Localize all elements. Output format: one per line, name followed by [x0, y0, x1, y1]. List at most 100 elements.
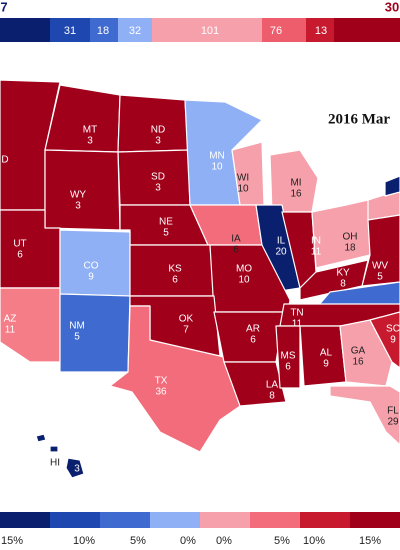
state-abbr: CO [84, 261, 99, 272]
state-votes: 11 [311, 247, 322, 258]
state-abbr: SD [151, 172, 165, 183]
state-votes: 11 [5, 325, 16, 336]
bar-segment [50, 18, 90, 42]
state-abbr: UT [13, 239, 26, 250]
bar-segment [262, 18, 306, 42]
state-votes: 3 [75, 201, 81, 212]
state-abbr: IL [277, 236, 286, 247]
state-votes: 3 [87, 136, 93, 147]
state-shape [255, 204, 301, 293]
legend-label: 0% [180, 535, 196, 547]
state-shape [117, 94, 189, 153]
state-shape [361, 214, 400, 287]
state-shape [223, 361, 287, 407]
bar-count: 101 [201, 25, 219, 37]
legend-swatch [300, 512, 350, 528]
state-shape [35, 433, 47, 443]
map-title: 2016 Mar [328, 111, 390, 127]
legend-swatch [250, 512, 300, 528]
state-votes: 29 [387, 417, 399, 428]
legend-swatch [200, 512, 250, 528]
state-abbr: AZ [4, 314, 17, 325]
bar-count: 30 [385, 0, 399, 14]
state-abbr: MS [281, 351, 296, 362]
state-shape [369, 311, 400, 369]
bar-count: 13 [315, 25, 327, 37]
state-votes: 6 [17, 250, 23, 261]
states [0, 79, 400, 479]
state-abbr: MO [236, 264, 252, 275]
bar-count: 76 [270, 25, 282, 37]
state-shape [65, 457, 85, 479]
legend-label: 10% [73, 535, 95, 547]
bar-segment [90, 18, 118, 42]
state-abbr: IA [231, 234, 241, 245]
state-shape [339, 319, 393, 387]
state-abbr: OK [179, 314, 194, 325]
state-shape [269, 149, 319, 213]
state-shape [275, 325, 301, 389]
state-votes: 3 [74, 464, 80, 475]
bar-segment [152, 18, 262, 42]
state-abbr: LA [266, 380, 279, 391]
legend-label: 5% [274, 535, 290, 547]
state-shape [384, 175, 400, 197]
state-votes: 10 [238, 275, 250, 286]
state-votes: 36 [155, 387, 167, 398]
state-votes: 3 [155, 183, 161, 194]
state-votes: 16 [352, 357, 364, 368]
state-shape [59, 293, 131, 373]
state-votes: 7 [183, 325, 189, 336]
state-abbr: AL [320, 348, 333, 359]
state-abbr: NM [69, 321, 85, 332]
state-votes: 11 [292, 319, 303, 330]
bar-segment [334, 18, 400, 42]
state-abbr: KY [336, 268, 350, 279]
state-abbr: WY [70, 190, 86, 201]
state-shape [213, 311, 285, 363]
legend-label: 5% [130, 535, 146, 547]
state-votes: 18 [344, 243, 356, 254]
legend-swatch [50, 512, 100, 528]
state-votes: 8 [269, 391, 275, 402]
bar-count: 31 [64, 25, 76, 37]
bar-segment [0, 18, 50, 42]
legend-swatch [150, 512, 200, 528]
bar-segment [118, 18, 152, 42]
legend-swatch [350, 512, 400, 528]
state-abbr: MN [209, 151, 225, 162]
bar-segment [306, 18, 334, 42]
state-votes: 8 [340, 279, 346, 290]
state-votes: 9 [390, 335, 396, 346]
bar-count: 18 [97, 25, 109, 37]
state-shape [299, 259, 369, 301]
state-votes: 3 [155, 136, 161, 147]
state-votes: 9 [88, 272, 94, 283]
state-shape [0, 287, 61, 363]
state-votes: 6 [285, 362, 291, 373]
state-shape [311, 199, 371, 269]
bar-count: 7 [0, 0, 7, 14]
state-votes: 16 [290, 189, 302, 200]
state-abbr: ND [151, 125, 165, 136]
state-votes: 10 [211, 162, 223, 173]
state-abbr: AR [246, 324, 260, 335]
legend-label: 15% [1, 535, 23, 547]
state-abbr: MI [290, 178, 301, 189]
state-votes: 6 [233, 245, 239, 256]
state-abbr: D [1, 155, 8, 166]
state-shape [0, 209, 61, 289]
state-abbr: TN [290, 308, 303, 319]
state-votes: 5 [377, 272, 383, 283]
state-votes: 10 [237, 184, 249, 195]
state-abbr: GA [351, 346, 366, 357]
state-abbr: NE [159, 217, 173, 228]
legend-swatch [0, 512, 50, 528]
state-abbr: WV [372, 261, 388, 272]
legend-label: 15% [359, 535, 381, 547]
state-shape [329, 385, 400, 446]
state-votes: 9 [323, 359, 329, 370]
state-abbr: IN [311, 236, 321, 247]
